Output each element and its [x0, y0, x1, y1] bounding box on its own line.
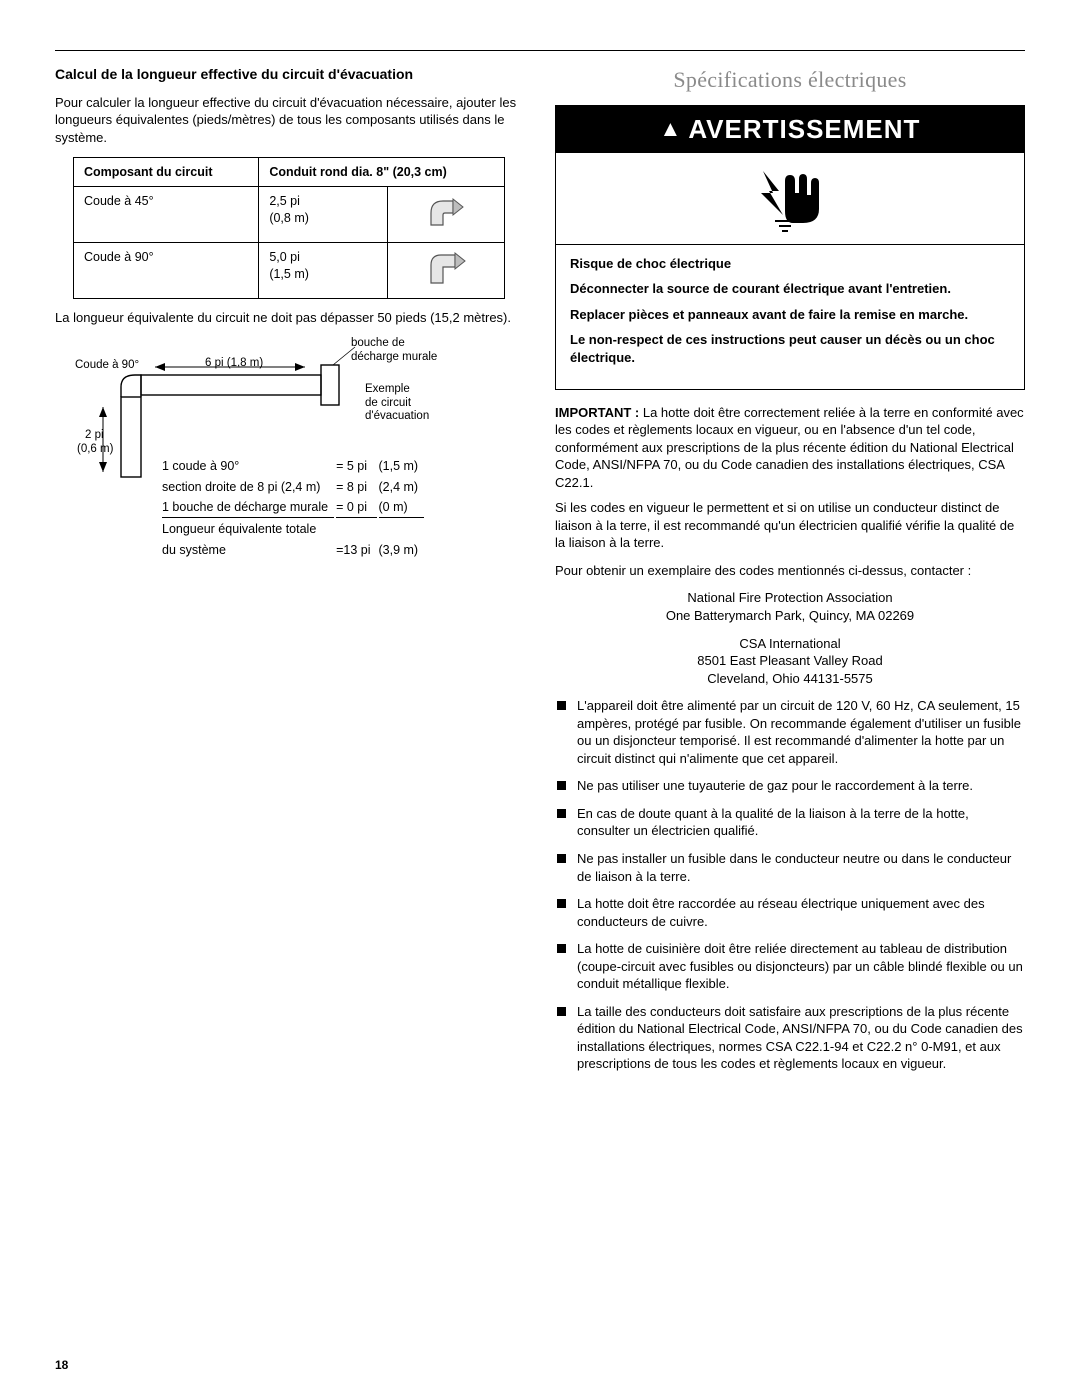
calc-table: 1 coude à 90°= 5 pi(1,5 m) section droit…: [160, 455, 426, 562]
shock-hand-icon: [745, 163, 835, 233]
left-note: La longueur équivalente du circuit ne do…: [55, 309, 525, 327]
cell: Coude à 90°: [74, 243, 259, 299]
list-item: La taille des conducteurs doit satisfair…: [555, 1003, 1025, 1073]
warning-text: Risque de choc électrique Déconnecter la…: [556, 245, 1024, 389]
warning-title: AVERTISSEMENT: [688, 114, 920, 144]
important-label: IMPORTANT :: [555, 405, 639, 420]
shock-icon-area: [556, 153, 1024, 245]
warn-line: Le non-respect de ces instructions peut …: [570, 331, 1010, 366]
address-block-1: National Fire Protection Association One…: [555, 589, 1025, 624]
elbow90-icon-cell: [388, 243, 505, 299]
paragraph: Si les codes en vigueur le permettent et…: [555, 499, 1025, 552]
page-number: 18: [55, 1357, 68, 1373]
warning-box: ▲AVERTISSEMENT Risque de choc électrique…: [555, 105, 1025, 390]
label-wallcap: bouche de décharge murale: [351, 337, 437, 365]
warn-line: Déconnecter la source de courant électri…: [570, 280, 1010, 298]
list-item: En cas de doute quant à la qualité de la…: [555, 805, 1025, 840]
elbow90-icon: [423, 247, 469, 289]
cell: 2,5 pi (0,8 m): [259, 187, 388, 243]
list-item: La hotte de cuisinière doit être reliée …: [555, 940, 1025, 993]
top-rule: [55, 50, 1025, 51]
elbow45-icon-cell: [388, 187, 505, 243]
warn-line: Replacer pièces et panneaux avant de fai…: [570, 306, 1010, 324]
bullet-list: L'appareil doit être alimenté par un cir…: [555, 697, 1025, 1073]
warning-header: ▲AVERTISSEMENT: [556, 106, 1024, 153]
list-item: L'appareil doit être alimenté par un cir…: [555, 697, 1025, 767]
list-item: Ne pas installer un fusible dans le cond…: [555, 850, 1025, 885]
cell: 5,0 pi (1,5 m): [259, 243, 388, 299]
table-header: Composant du circuit: [74, 157, 259, 187]
vent-example-diagram: Coude à 90° 6 pi (1,8 m) bouche de décha…: [55, 337, 485, 577]
right-column: Spécifications électriques ▲AVERTISSEMEN…: [555, 65, 1025, 1083]
warning-triangle-icon: ▲: [660, 116, 683, 141]
table-row: Coude à 90° 5,0 pi (1,5 m): [74, 243, 505, 299]
left-section-title: Calcul de la longueur effective du circu…: [55, 65, 525, 84]
address-block-2: CSA International 8501 East Pleasant Val…: [555, 635, 1025, 688]
right-heading: Spécifications électriques: [555, 65, 1025, 95]
paragraph: Pour obtenir un exemplaire des codes men…: [555, 562, 1025, 580]
cell: Coude à 45°: [74, 187, 259, 243]
table-header: Conduit rond dia. 8" (20,3 cm): [259, 157, 505, 187]
list-item: Ne pas utiliser une tuyauterie de gaz po…: [555, 777, 1025, 795]
list-item: La hotte doit être raccordée au réseau é…: [555, 895, 1025, 930]
important-paragraph: IMPORTANT : La hotte doit être correctem…: [555, 404, 1025, 492]
warn-line: Risque de choc électrique: [570, 255, 1010, 273]
elbow45-icon: [423, 191, 469, 233]
two-column-layout: Calcul de la longueur effective du circu…: [55, 65, 1025, 1083]
label-elbow90: Coude à 90°: [75, 359, 139, 373]
label-example: Exemple de circuit d'évacuation: [365, 383, 429, 424]
vent-components-table: Composant du circuit Conduit rond dia. 8…: [73, 157, 505, 300]
table-row: Coude à 45° 2,5 pi (0,8 m): [74, 187, 505, 243]
label-hlen: 6 pi (1,8 m): [205, 357, 263, 371]
label-vlen1: 2 pi: [85, 429, 104, 443]
left-intro: Pour calculer la longueur effective du c…: [55, 94, 525, 147]
label-vlen2: (0,6 m): [77, 443, 113, 457]
left-column: Calcul de la longueur effective du circu…: [55, 65, 525, 1083]
